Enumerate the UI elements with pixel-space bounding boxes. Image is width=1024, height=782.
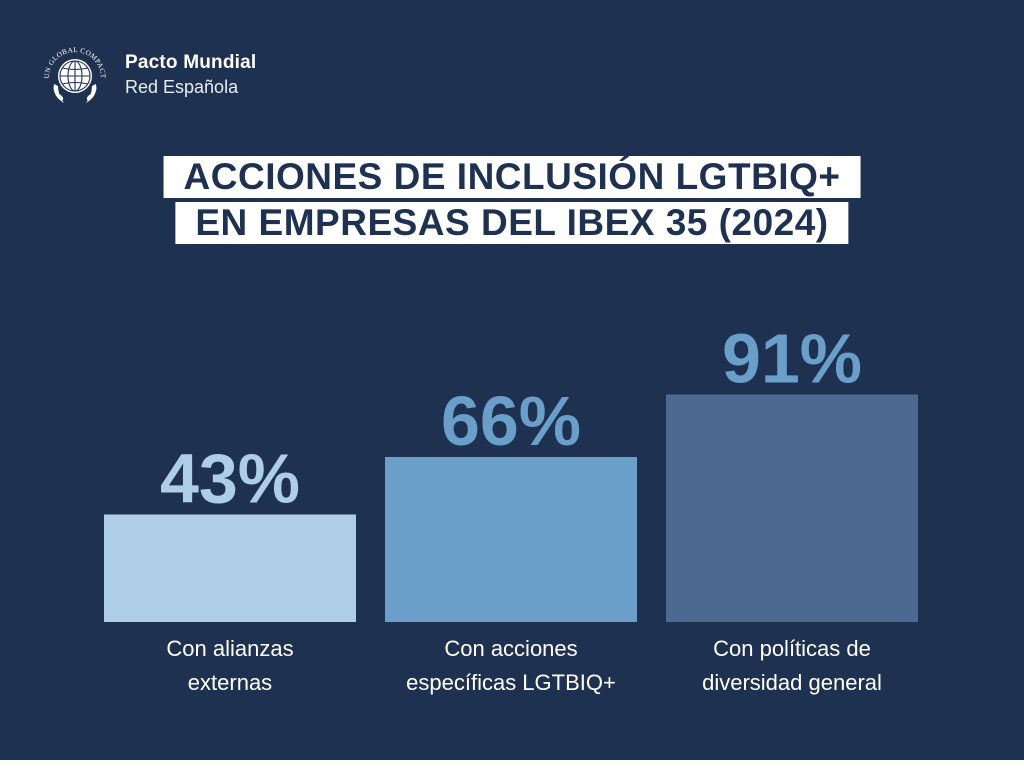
infographic-canvas: UN GLOBAL COMPACT Pacto Mundial Red E <box>0 0 1024 760</box>
value-label-2: 66% <box>441 382 581 460</box>
value-label-3: 91% <box>722 320 862 398</box>
bar-chart: 43% Con alianzas externas 66% Con acciones es… <box>104 320 918 695</box>
bar-1 <box>104 514 356 622</box>
category-label-2-line-1: Con acciones <box>444 636 577 661</box>
category-label-2-line-2: específicas LGTBIQ+ <box>406 670 616 695</box>
category-label-3-line-1: Con políticas de <box>713 636 871 661</box>
value-label-1: 43% <box>160 440 300 518</box>
category-label-3-line-2: diversidad general <box>702 670 882 695</box>
category-label-1-line-2: externas <box>188 670 272 695</box>
un-global-compact-emblem-icon: UN GLOBAL COMPACT <box>43 46 107 103</box>
bar-2 <box>385 457 637 622</box>
chart-title-line-2: EN EMPRESAS DEL IBEX 35 (2024) <box>175 202 849 244</box>
logo-name: Pacto Mundial <box>125 52 257 73</box>
logo: UN GLOBAL COMPACT Pacto Mundial Red E <box>40 40 270 110</box>
logo-subtitle: Red Española <box>125 77 239 97</box>
chart-title-line-1: ACCIONES DE INCLUSIÓN LGTBIQ+ <box>163 156 861 198</box>
bar-3 <box>666 394 918 622</box>
category-label-1-line-1: Con alianzas <box>166 636 293 661</box>
